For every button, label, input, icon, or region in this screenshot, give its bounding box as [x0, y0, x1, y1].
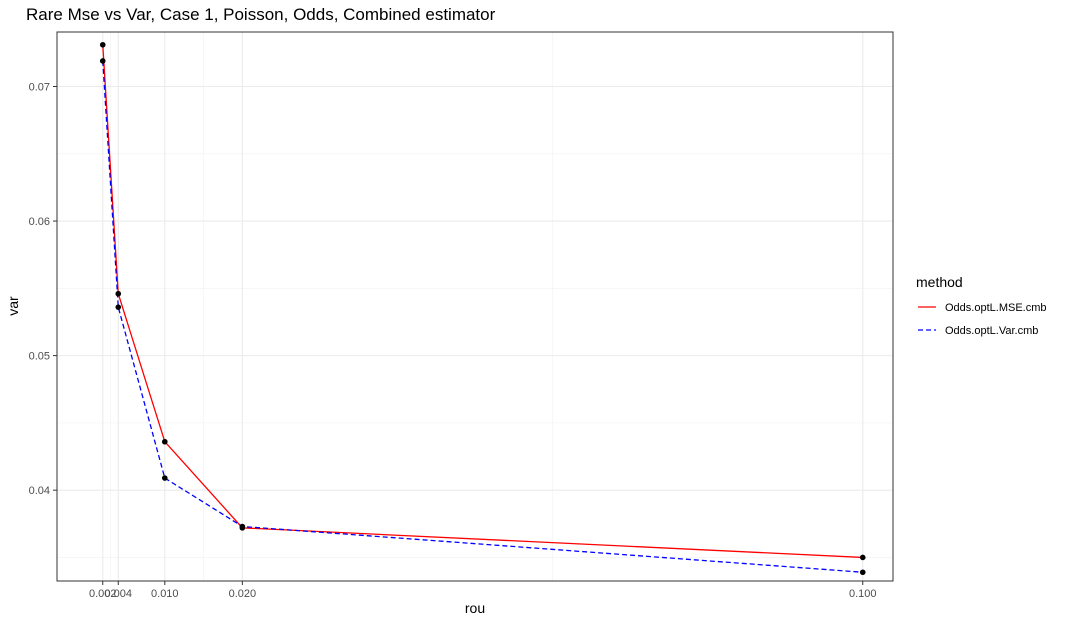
legend-title: method [916, 274, 963, 290]
legend: method Odds.optL.MSE.cmb Odds.optL.Var.cm… [916, 274, 1047, 337]
x-tick-label: 0.004 [104, 588, 132, 600]
y-axis-title: var [5, 296, 21, 316]
y-tick-label: 0.06 [29, 216, 50, 228]
x-axis-title: rou [465, 600, 485, 616]
y-tick-label: 0.07 [29, 81, 50, 93]
plot-border [56, 31, 894, 582]
data-point [115, 290, 122, 297]
x-tick-label: 0.010 [151, 588, 179, 600]
y-axis: 0.04 0.05 0.06 0.07 [29, 81, 57, 497]
legend-label-2: Odds.optL.Var.cmb [945, 325, 1038, 337]
y-tick-label: 0.05 [29, 351, 50, 363]
data-point [99, 58, 106, 64]
y-tick-label: 0.04 [29, 485, 50, 497]
data-point [161, 475, 168, 481]
x-tick-label: 0.100 [849, 588, 877, 600]
chart-title: Rare Mse vs Var, Case 1, Poisson, Odds, … [26, 5, 496, 24]
data-point [239, 523, 246, 530]
data-point [99, 41, 106, 48]
data-point [161, 438, 168, 445]
x-tick-label: 0.020 [229, 588, 257, 600]
points-layer [99, 41, 866, 576]
x-tick-label: 0.002 [89, 588, 117, 600]
data-point [115, 304, 122, 310]
legend-label-1: Odds.optL.MSE.cmb [945, 302, 1047, 314]
plot-panel [57, 32, 893, 581]
data-point [859, 554, 866, 561]
data-point [859, 569, 866, 576]
series-line-2 [102, 60, 863, 573]
